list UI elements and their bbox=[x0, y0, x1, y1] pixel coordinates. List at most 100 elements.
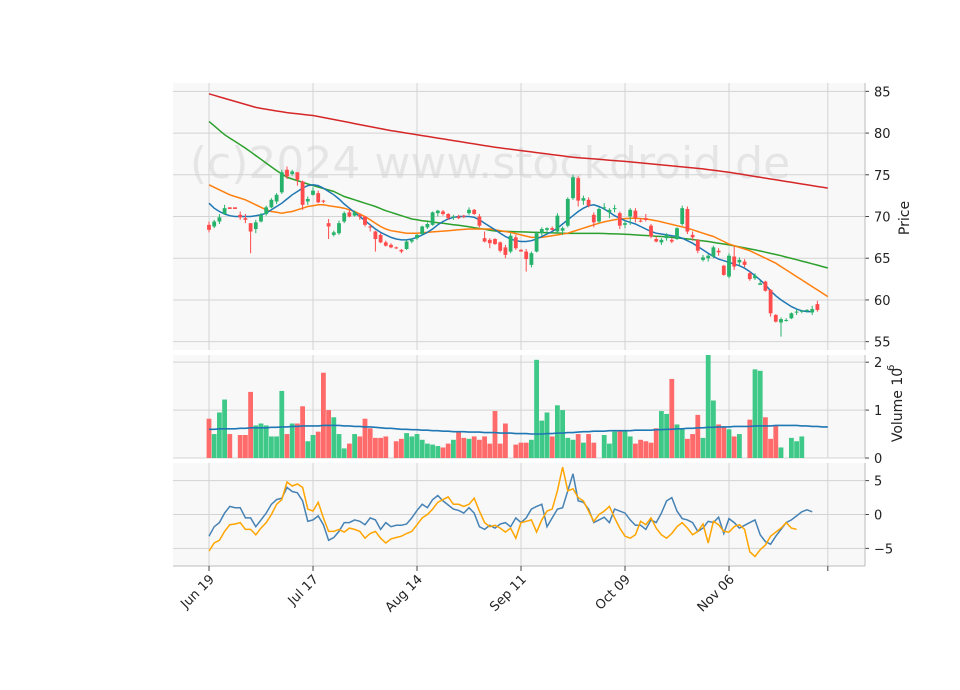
candle-body bbox=[269, 199, 274, 208]
volume-bar bbox=[685, 438, 690, 458]
candlestick bbox=[472, 208, 477, 215]
candle-body bbox=[274, 194, 279, 202]
volume-bar bbox=[690, 434, 695, 458]
volume-bar bbox=[601, 435, 607, 458]
volume-bar bbox=[747, 419, 753, 458]
candle-body bbox=[784, 319, 789, 321]
candle-body bbox=[560, 228, 565, 231]
osc-y-tick-label: 5 bbox=[874, 475, 882, 490]
candlestick bbox=[779, 317, 783, 337]
candlestick bbox=[487, 238, 492, 249]
candlestick bbox=[524, 249, 529, 272]
candle-body bbox=[810, 309, 815, 313]
volume-bar bbox=[544, 412, 550, 458]
candle-body bbox=[217, 217, 222, 222]
candlestick bbox=[649, 224, 653, 239]
candle-body bbox=[456, 216, 461, 219]
volume-bar bbox=[575, 434, 581, 458]
candle-body bbox=[472, 209, 477, 214]
volume-bar bbox=[534, 359, 539, 458]
x-tick-label: Jun 19 bbox=[178, 572, 218, 612]
candlestick bbox=[383, 240, 388, 247]
candlestick bbox=[347, 209, 352, 218]
candle-body bbox=[316, 193, 321, 203]
candle-body bbox=[373, 231, 378, 240]
volume-y-tick-label: 1 bbox=[874, 404, 882, 419]
candlestick bbox=[207, 221, 211, 233]
candlestick bbox=[685, 206, 690, 235]
volume-bar bbox=[321, 372, 326, 458]
candle-body bbox=[305, 198, 310, 202]
candlestick bbox=[633, 208, 638, 223]
candlestick bbox=[773, 314, 778, 323]
candle-body bbox=[264, 207, 269, 214]
volume-bar bbox=[638, 439, 643, 458]
candlestick bbox=[467, 207, 471, 215]
volume-bar bbox=[378, 437, 383, 458]
volume-bar bbox=[263, 425, 269, 458]
candlestick bbox=[264, 205, 269, 216]
volume-bar bbox=[404, 433, 409, 458]
candlestick bbox=[285, 166, 289, 179]
volume-bar bbox=[503, 423, 508, 458]
candlestick bbox=[721, 264, 726, 276]
candle-body bbox=[539, 229, 544, 234]
candlestick bbox=[253, 219, 258, 234]
price-line-ma50 bbox=[208, 184, 829, 298]
candlestick bbox=[493, 238, 497, 245]
volume-bar bbox=[497, 443, 503, 458]
candlestick bbox=[222, 204, 227, 215]
candle-body bbox=[607, 209, 612, 213]
volume-bar bbox=[695, 414, 701, 458]
volume-bar bbox=[373, 437, 378, 458]
volume-bar bbox=[664, 413, 669, 458]
volume-bar bbox=[768, 438, 773, 458]
volume-bar bbox=[347, 443, 352, 458]
candle-body bbox=[409, 239, 414, 242]
volume-bar bbox=[789, 437, 794, 458]
candlestick bbox=[747, 271, 752, 281]
candle-body bbox=[545, 228, 549, 230]
volume-bar bbox=[752, 369, 758, 458]
candle-body bbox=[357, 214, 362, 217]
volume-bar bbox=[451, 439, 456, 458]
candle-body bbox=[732, 256, 737, 267]
candlestick bbox=[727, 253, 731, 279]
candlestick bbox=[602, 203, 607, 210]
candlestick bbox=[680, 205, 685, 226]
candle-body bbox=[482, 238, 487, 242]
candlestick bbox=[555, 213, 560, 234]
candle-body bbox=[493, 239, 497, 245]
volume-axis-exponent: 6 bbox=[886, 365, 897, 371]
candlestick bbox=[586, 197, 591, 208]
candle-body bbox=[394, 247, 399, 249]
candle-body bbox=[337, 223, 341, 234]
candle-body bbox=[503, 247, 508, 255]
candle-body bbox=[571, 177, 575, 199]
candlestick bbox=[337, 220, 341, 235]
osc-y-tick-label: −5 bbox=[874, 542, 893, 557]
candlestick bbox=[456, 214, 461, 220]
candlestick bbox=[758, 280, 763, 285]
candlestick bbox=[539, 227, 544, 236]
volume-bar bbox=[206, 418, 212, 458]
volume-bar bbox=[248, 391, 253, 458]
candlestick bbox=[597, 207, 601, 224]
candlestick bbox=[529, 251, 534, 268]
volume-bar bbox=[399, 438, 404, 458]
candlestick bbox=[420, 225, 425, 235]
osc-line-signal bbox=[208, 473, 813, 546]
candlestick bbox=[669, 238, 674, 244]
candle-body bbox=[534, 233, 539, 252]
volume-bar bbox=[477, 439, 482, 458]
candle-body bbox=[290, 171, 295, 174]
candlestick bbox=[451, 214, 456, 220]
candle-body bbox=[690, 234, 695, 238]
candle-body bbox=[508, 235, 513, 252]
candlestick bbox=[815, 300, 820, 312]
candle-body bbox=[758, 283, 763, 285]
candlestick bbox=[227, 207, 232, 209]
candle-body bbox=[591, 214, 596, 223]
price-y-tick-label: 60 bbox=[874, 294, 891, 309]
candlestick bbox=[378, 233, 383, 244]
